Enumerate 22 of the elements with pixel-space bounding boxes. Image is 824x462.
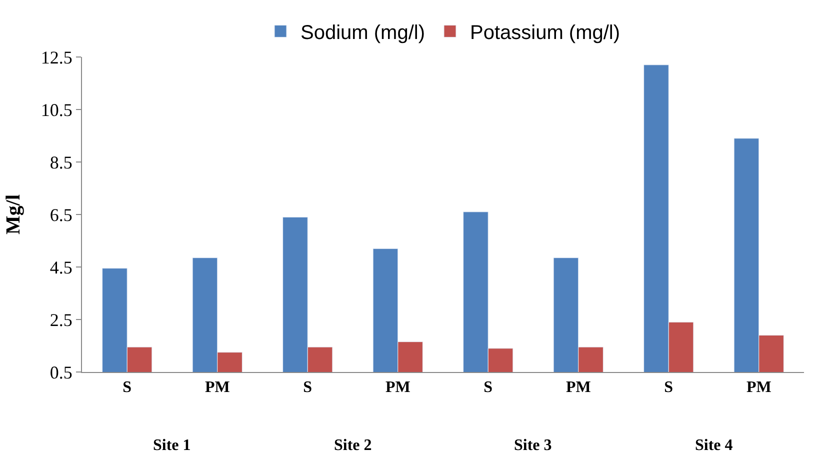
x-tick-label: S (664, 379, 674, 396)
x-tick-label: PM (746, 379, 772, 396)
x-tick-label: S (122, 379, 132, 396)
x-tick-label: S (303, 379, 312, 396)
y-tick-label: 0.5 (50, 362, 72, 382)
legend-label: Sodium (mg/l) (300, 22, 425, 44)
legend-label: Potassium (mg/l) (470, 22, 620, 44)
x-tick-label: S (484, 379, 493, 396)
y-tick-label: 4.5 (50, 257, 72, 278)
x-tick-label: PM (204, 379, 230, 396)
x-tick-label: PM (385, 379, 410, 396)
y-tick-label: 8.5 (50, 152, 72, 172)
y-tick-label: 2.5 (50, 310, 72, 330)
y-tick-label: 10.5 (40, 100, 72, 120)
y-axis-title: Mg/l (2, 194, 24, 234)
text: Site 1 (153, 437, 191, 454)
text: Site 4 (695, 437, 733, 454)
y-tick-label: 12.5 (40, 47, 72, 68)
text: Site 3 (514, 437, 552, 454)
x-tick-label: PM (566, 379, 591, 396)
text: Site 2 (334, 437, 372, 454)
y-tick-label: 6.5 (50, 204, 72, 225)
